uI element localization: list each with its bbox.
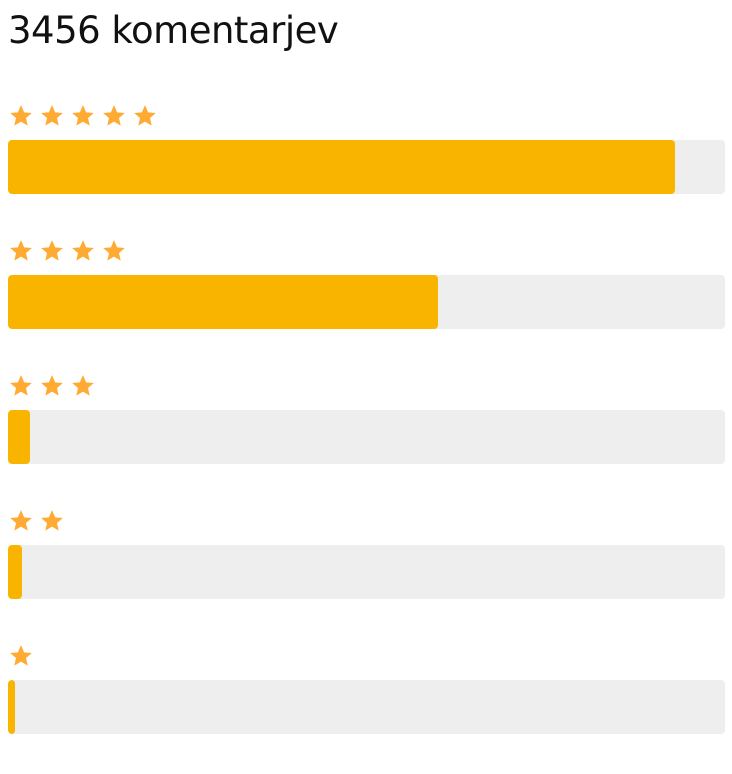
rating-row-5 [8,101,725,194]
star-icon [72,105,94,126]
star-rating [8,641,725,671]
star-icon [10,510,32,531]
star-icon [103,240,125,261]
star-icon [72,375,94,396]
star-icon [103,105,125,126]
rating-row-4 [8,236,725,329]
star-icon [134,105,156,126]
star-icon [41,375,63,396]
rating-bar-track [8,545,725,599]
rating-bar-track [8,275,725,329]
rating-row-1 [8,641,725,734]
star-rating [8,371,725,401]
star-icon [72,240,94,261]
rating-bar-fill [8,140,675,194]
rating-row-3 [8,371,725,464]
star-icon [10,645,32,666]
star-rating [8,506,725,536]
star-icon [10,240,32,261]
star-rating [8,236,725,266]
rating-bar-track [8,680,725,734]
star-icon [10,375,32,396]
star-icon [41,240,63,261]
reviews-count-title: 3456 komentarjev [8,9,339,52]
star-icon [41,510,63,531]
rating-bar-track [8,140,725,194]
rating-bar-fill [8,680,16,734]
rating-bar-fill [8,545,23,599]
star-rating [8,101,725,131]
rating-row-2 [8,506,725,599]
rating-bar-track [8,410,725,464]
rating-bar-fill [8,275,439,329]
star-icon [10,105,32,126]
star-icon [41,105,63,126]
rating-bar-fill [8,410,30,464]
